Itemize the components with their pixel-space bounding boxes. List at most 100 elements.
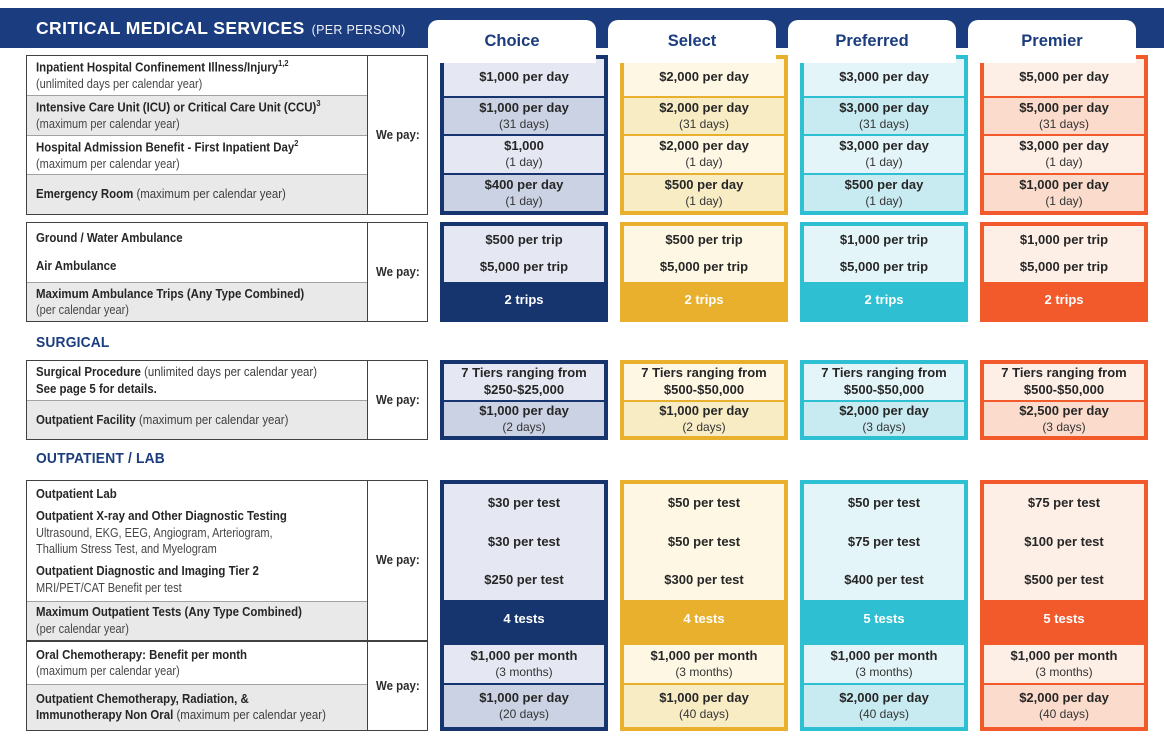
benefit-subtitle: (maximum per calendar year) bbox=[36, 117, 180, 132]
benefit-value: $1,000 per month bbox=[470, 648, 578, 664]
benefit-row-label: Ground / Water Ambulance Air Ambulance bbox=[27, 223, 367, 284]
plan-name: Preferred bbox=[835, 32, 909, 50]
benefit-value: 7 Tiers ranging from bbox=[461, 365, 587, 381]
plan-column-choice: $1,000 per day $1,000 per day (31 days) $1,… bbox=[440, 55, 608, 215]
benefit-value: $50 per test bbox=[847, 494, 921, 510]
plan-column-choice: 7 Tiers ranging from $250-$25,000 $1,000 p… bbox=[440, 360, 608, 440]
benefit-value: $5,000 per trip bbox=[1019, 259, 1109, 275]
benefit-value-limit: (31 days) bbox=[858, 116, 910, 131]
section-title: OUTPATIENT / LAB bbox=[36, 450, 165, 467]
benefit-row-label: Surgical Procedure (unlimited days per c… bbox=[27, 361, 367, 402]
benefit-band: Surgical Procedure (unlimited days per c… bbox=[26, 360, 1164, 440]
benefit-subtitle: (unlimited days per calendar year) bbox=[36, 77, 203, 92]
benefit-value: 5 tests bbox=[863, 611, 905, 627]
benefit-value-cell: $2,000 per day (40 days) bbox=[804, 685, 964, 727]
benefit-value-cell: $1,000 per day (1 day) bbox=[984, 174, 1144, 211]
benefit-band: Ground / Water Ambulance Air Ambulance Max… bbox=[26, 222, 1164, 322]
benefit-description-table: Surgical Procedure (unlimited days per c… bbox=[26, 360, 428, 440]
footnote-marker: 2 bbox=[294, 137, 299, 148]
benefit-value-limit: (2 days) bbox=[502, 419, 546, 434]
benefit-value-cell: $5,000 per day (31 days) bbox=[984, 97, 1144, 136]
benefit-row-label: Outpatient Facility (maximum per calenda… bbox=[27, 401, 367, 439]
benefit-subtitle: (per calendar year) bbox=[36, 622, 129, 637]
benefit-value-cell: $1,000 per month (3 months) bbox=[804, 645, 964, 686]
benefit-value-cell: $1,000 per trip $5,000 per trip bbox=[804, 226, 964, 284]
plan-header-premier: Premier bbox=[968, 20, 1136, 63]
benefit-row-label: Inpatient Hospital Confinement Illness/I… bbox=[27, 56, 367, 96]
plan-column-preferred: $50 per test $75 per test $400 per test 5 t… bbox=[800, 480, 968, 641]
benefit-title-note: (maximum per calendar year) bbox=[133, 186, 286, 202]
benefit-value-cell: $400 per day (1 day) bbox=[444, 174, 604, 211]
benefit-title: Outpatient Lab bbox=[36, 485, 117, 501]
benefit-value: $1,000 per day bbox=[479, 99, 569, 115]
benefit-row-label: Emergency Room (maximum per calendar yea… bbox=[27, 175, 367, 214]
benefit-value: $1,000 per month bbox=[650, 648, 758, 664]
benefit-value-limit: (3 months) bbox=[495, 665, 553, 680]
benefit-value: 7 Tiers ranging from bbox=[821, 365, 947, 381]
benefit-row-label: Hospital Admission Benefit - First Inpat… bbox=[27, 135, 367, 176]
benefit-value: $50 per test bbox=[667, 533, 741, 549]
benefit-band: Inpatient Hospital Confinement Illness/I… bbox=[26, 55, 1164, 215]
benefit-title: Outpatient X-ray and Other Diagnostic Te… bbox=[36, 508, 287, 524]
benefit-value-line2: $250-$25,000 bbox=[483, 381, 565, 397]
benefit-value-limit: (1 day) bbox=[865, 193, 903, 208]
plan-name: Choice bbox=[484, 32, 540, 50]
benefit-title-note: (unlimited days per calendar year) bbox=[140, 364, 318, 380]
benefit-value-limit: (31 days) bbox=[1038, 116, 1090, 131]
plan-name: Select bbox=[667, 32, 717, 50]
benefit-value: $1,000 per trip bbox=[839, 231, 929, 247]
benefit-title: Outpatient Facility bbox=[36, 411, 136, 427]
benefit-value-cell: $2,000 per day (40 days) bbox=[984, 685, 1144, 727]
benefit-value: $50 per test bbox=[667, 494, 741, 510]
benefit-row-label: Intensive Care Unit (ICU) or Critical Ca… bbox=[27, 95, 367, 136]
benefit-value-limit: (1 day) bbox=[1045, 155, 1083, 170]
benefit-value: $1,000 per day bbox=[479, 402, 569, 418]
benefit-value-limit: (3 days) bbox=[1042, 419, 1086, 434]
benefit-value-cell: 7 Tiers ranging from $500-$50,000 bbox=[804, 364, 964, 402]
benefit-value: $30 per test bbox=[487, 494, 561, 510]
benefit-value: $5,000 per trip bbox=[839, 259, 929, 275]
benefit-value: $300 per test bbox=[664, 572, 744, 588]
benefit-title: Intensive Care Unit (ICU) or Critical Ca… bbox=[36, 99, 317, 115]
benefit-title: Hospital Admission Benefit - First Inpat… bbox=[36, 139, 295, 155]
plan-column-choice: $500 per trip $5,000 per trip 2 trips bbox=[440, 222, 608, 322]
plan-column-premier: 7 Tiers ranging from $500-$50,000 $2,500 p… bbox=[980, 360, 1148, 440]
benefit-value-line2: $500-$50,000 bbox=[843, 381, 925, 397]
benefit-value: $1,000 per day bbox=[659, 690, 749, 706]
benefit-value: $2,000 per day bbox=[659, 138, 749, 154]
benefit-value-cell: $2,000 per day (3 days) bbox=[804, 401, 964, 436]
benefit-value: $75 per test bbox=[1027, 494, 1101, 510]
benefit-value-limit: (31 days) bbox=[678, 116, 730, 131]
benefit-title-line2: See page 5 for details. bbox=[36, 380, 157, 396]
benefit-value-cell: $500 per day (1 day) bbox=[804, 174, 964, 211]
benefit-value-limit: (40 days) bbox=[858, 707, 910, 722]
benefit-value: $3,000 per day bbox=[839, 138, 929, 154]
benefit-value: $2,000 per day bbox=[659, 99, 749, 115]
we-pay-label: We pay: bbox=[375, 677, 420, 693]
benefit-title: Air Ambulance bbox=[36, 258, 117, 274]
benefit-value: $500 per day bbox=[664, 176, 744, 192]
benefit-value-cell: $3,000 per day (1 day) bbox=[984, 136, 1144, 175]
benefit-value-cell: 2 trips bbox=[984, 283, 1144, 318]
benefit-value: 2 trips bbox=[1044, 292, 1084, 308]
benefit-value: 5 tests bbox=[1043, 611, 1085, 627]
we-pay-cell: We pay: bbox=[368, 481, 427, 640]
plan-column-choice: $30 per test $30 per test $250 per test 4 t… bbox=[440, 480, 608, 641]
benefit-value: 2 trips bbox=[684, 292, 724, 308]
benefit-value-cell: $500 per trip $5,000 per trip bbox=[444, 226, 604, 284]
benefit-description-table: Ground / Water Ambulance Air Ambulance Max… bbox=[26, 222, 428, 322]
benefit-value: $2,500 per day bbox=[1019, 402, 1109, 418]
table-subtitle: (PER PERSON) bbox=[311, 22, 406, 37]
benefit-value: $3,000 per day bbox=[1019, 138, 1109, 154]
benefit-value-cell: $500 per day (1 day) bbox=[624, 174, 784, 211]
benefit-row-label: Outpatient Chemotherapy, Radiation, & Imm… bbox=[27, 684, 367, 730]
benefit-title-note: (maximum per calendar year) bbox=[135, 411, 289, 427]
plan-column-premier: $1,000 per trip $5,000 per trip 2 trips bbox=[980, 222, 1148, 322]
benefit-value-cell: 2 trips bbox=[444, 283, 604, 318]
we-pay-cell: We pay: bbox=[368, 223, 427, 321]
benefit-value: $2,000 per day bbox=[839, 690, 929, 706]
benefit-title: Oral Chemotherapy: Benefit per month bbox=[36, 646, 248, 662]
benefit-value: $5,000 per day bbox=[1019, 99, 1109, 115]
benefit-value: $1,000 per day bbox=[1019, 176, 1109, 192]
benefit-value-limit: (40 days) bbox=[678, 707, 730, 722]
